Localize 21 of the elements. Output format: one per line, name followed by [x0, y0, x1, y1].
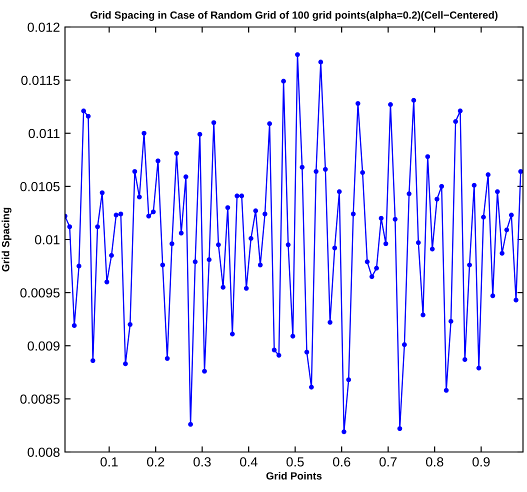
x-axis-title: Grid Points — [266, 472, 322, 480]
y-tick-label: 0.01 — [34, 235, 60, 244]
y-tick-label: 0.0095 — [20, 288, 60, 298]
x-tick-label: 0.8 — [426, 457, 444, 467]
y-tick-label: 0.0115 — [21, 76, 60, 86]
y-tick-label: 0.0085 — [20, 394, 60, 404]
y-tick-label: 0.012 — [28, 22, 60, 32]
y-tick-label: 0.011 — [28, 128, 60, 138]
x-tick-label: 0.9 — [472, 457, 490, 467]
x-tick-label: 0.4 — [240, 457, 258, 467]
x-tick-label: 0.7 — [380, 457, 397, 467]
x-tick-label: 0.6 — [333, 457, 350, 467]
y-tick-label: 0.009 — [28, 341, 60, 351]
y-axis-title: Grid Spacing — [2, 208, 12, 272]
y-tick-label: 0.008 — [28, 448, 60, 457]
x-tick-label: 0.1 — [100, 457, 118, 467]
y-tick-label: 0.0105 — [20, 182, 60, 192]
x-tick-label: 0.2 — [147, 457, 164, 467]
x-tick-label: 0.5 — [286, 457, 304, 467]
x-tick-label: 0.3 — [194, 457, 211, 467]
chart-title: Grid Spacing in Case of Random Grid of 100 grid points(alpha=0.2)(Cell−Centered) — [90, 11, 498, 21]
